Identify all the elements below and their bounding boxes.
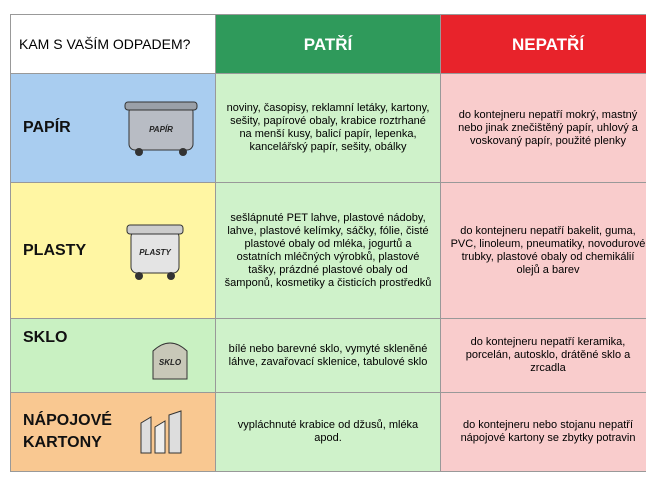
row-label: PAPÍR: [23, 119, 71, 136]
not-belongs-cell: do kontejneru nepatří mokrý, mastný nebo…: [440, 73, 646, 183]
row-label-cell: NÁPOJOVÉ KARTONY: [10, 392, 216, 472]
icon-label: SKLO: [159, 358, 182, 367]
icon-label: PAPÍR: [149, 125, 173, 134]
belongs-cell: bílé nebo barevné sklo, vymyté skleněné …: [215, 318, 441, 393]
plastic-bin-icon: PLASTY: [126, 224, 184, 280]
belongs-cell: noviny, časopisy, reklamní letáky, karto…: [215, 73, 441, 183]
row-label-cell: PAPÍR PAPÍR: [10, 73, 216, 183]
row-label: PLASTY: [23, 241, 87, 259]
header-belongs: PATŘÍ: [215, 14, 441, 74]
belongs-cell: vypláchnuté krabice od džusů, mléka apod…: [215, 392, 441, 472]
row-label-cell: PLASTY PLASTY: [10, 182, 216, 319]
glass-bin-icon: SKLO: [152, 342, 188, 380]
not-belongs-cell: do kontejneru nepatří bakelit, guma, PVC…: [440, 182, 646, 319]
row-label: NÁPOJOVÉ KARTONY: [23, 412, 112, 451]
row-label-cell: SKLO SKLO: [10, 318, 216, 393]
icon-label: PLASTY: [139, 248, 171, 257]
row-label: SKLO: [23, 329, 68, 346]
header-question: KAM S VAŠÍM ODPADEM?: [10, 14, 216, 74]
not-belongs-cell: do kontejneru nepatří keramika, porcelán…: [440, 318, 646, 393]
paper-bin-icon: PAPÍR: [124, 101, 198, 156]
carton-icon: [140, 410, 182, 454]
belongs-cell: sešlápnuté PET lahve, plastové nádoby, l…: [215, 182, 441, 319]
not-belongs-cell: do kontejneru nebo stojanu nepatří nápoj…: [440, 392, 646, 472]
header-not-belongs: NEPATŘÍ: [440, 14, 646, 74]
